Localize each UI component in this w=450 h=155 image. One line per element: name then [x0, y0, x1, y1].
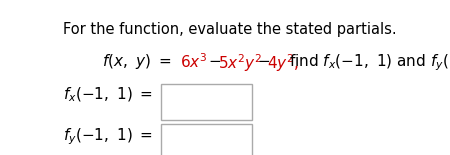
Text: $-$: $-$ [257, 52, 270, 67]
Bar [161, 124, 252, 155]
Text: $f_y(-1,\ 1)\ =$: $f_y(-1,\ 1)\ =$ [63, 126, 153, 147]
Text: find $f_x(-1,\ 1)$ and $f_y(-1,\ 1)$: find $f_x(-1,\ 1)$ and $f_y(-1,\ 1)$ [289, 52, 450, 73]
Text: $4y^2,$: $4y^2,$ [267, 52, 299, 74]
Text: $6x^3$: $6x^3$ [180, 52, 207, 71]
Text: $5x^2y^2$: $5x^2y^2$ [218, 52, 262, 74]
Text: $f_x(-1,\ 1)\ =$: $f_x(-1,\ 1)\ =$ [63, 85, 153, 104]
Text: $-$: $-$ [208, 52, 221, 67]
Text: $f(x,\ y)\ =\ $: $f(x,\ y)\ =\ $ [102, 52, 171, 71]
Text: For the function, evaluate the stated partials.: For the function, evaluate the stated pa… [63, 22, 397, 37]
Bar [161, 84, 252, 120]
